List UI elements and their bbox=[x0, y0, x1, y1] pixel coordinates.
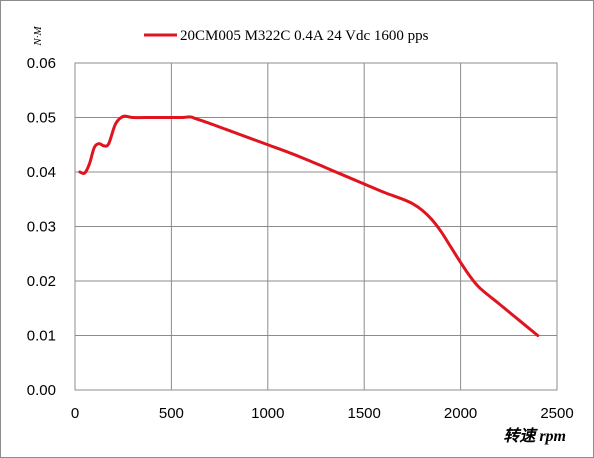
plot-border bbox=[74, 62, 558, 391]
x-tick-label: 500 bbox=[159, 405, 184, 422]
y-tick-label: 0.04 bbox=[27, 164, 56, 181]
series-group bbox=[78, 114, 540, 337]
y-axis-label: N·M bbox=[32, 26, 44, 47]
y-tick-label: 0.02 bbox=[27, 273, 56, 290]
y-tick-label: 0.01 bbox=[27, 328, 56, 345]
y-tick-label: 0.00 bbox=[27, 382, 56, 399]
axis-ticks: 0.00 0.01 0.02 0.03 0.04 0.05 0.06 0 500 1000 1500… bbox=[27, 55, 574, 422]
legend: 20CM005 M322C 0.4A 24 Vdc 1600 pps bbox=[144, 28, 429, 44]
x-tick-label: 0 bbox=[71, 405, 79, 422]
x-tick-label: 2500 bbox=[540, 405, 573, 422]
series-line bbox=[78, 114, 540, 337]
x-tick-label: 1500 bbox=[348, 405, 381, 422]
x-tick-label: 2000 bbox=[444, 405, 477, 422]
x-axis-label: 转速 rpm bbox=[503, 427, 566, 445]
y-tick-label: 0.05 bbox=[27, 110, 56, 127]
y-tick-label: 0.06 bbox=[27, 55, 56, 72]
gridlines bbox=[74, 62, 558, 391]
y-tick-label: 0.03 bbox=[27, 219, 56, 236]
legend-label: 20CM005 M322C 0.4A 24 Vdc 1600 pps bbox=[180, 28, 429, 44]
x-tick-label: 1000 bbox=[251, 405, 284, 422]
